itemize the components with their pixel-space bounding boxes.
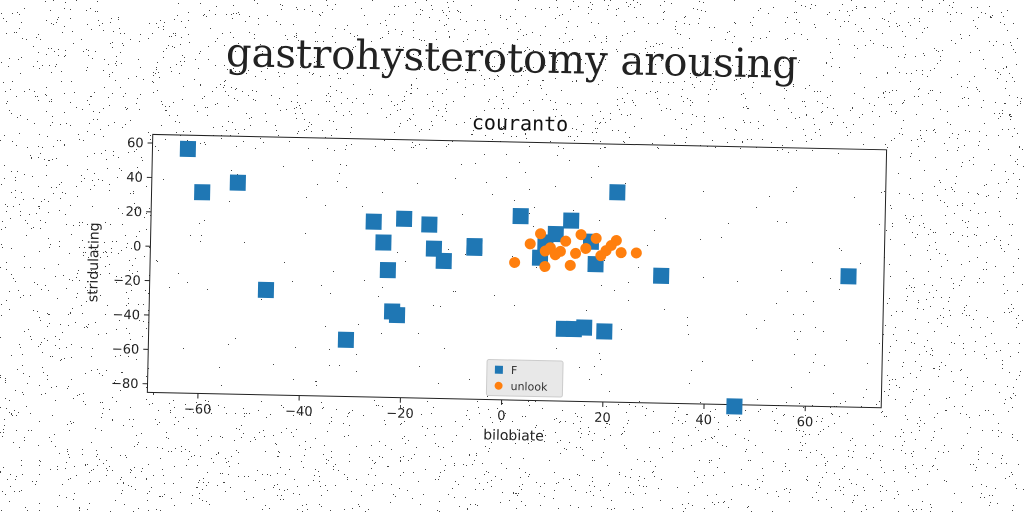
x-tick-label: 60: [797, 415, 814, 430]
y-tick-label: 40: [126, 170, 143, 185]
data-point-unlook: [554, 245, 566, 257]
data-point-f: [388, 306, 406, 324]
data-point-f: [229, 174, 246, 191]
data-point-unlook: [615, 247, 627, 259]
y-axis-label: stridulating: [85, 222, 103, 302]
legend-marker: [494, 381, 503, 390]
data-point-f: [194, 184, 211, 201]
data-point-unlook: [535, 228, 547, 240]
y-tick-label: −20: [113, 273, 141, 289]
legend-entry: F: [511, 364, 518, 377]
data-point-unlook: [564, 259, 576, 271]
data-point-f: [653, 267, 670, 285]
x-tick-label: −60: [184, 402, 212, 418]
scatter-plot: couranto bilobiate stridulating −60 −40 −2…: [85, 110, 888, 445]
data-point-f: [596, 323, 613, 340]
data-point-f: [512, 207, 529, 225]
data-point-unlook: [570, 247, 582, 259]
y-tick-label: 60: [127, 136, 144, 151]
data-point-f: [575, 319, 593, 336]
legend-marker: [494, 365, 503, 374]
x-tick-label: −40: [285, 404, 313, 420]
data-point-f: [179, 140, 197, 158]
data-point-f: [395, 210, 413, 228]
y-tick-label: −40: [112, 308, 140, 324]
data-point-f: [425, 240, 443, 257]
data-point-f: [375, 234, 392, 251]
data-point-f: [257, 281, 275, 299]
data-point-f: [466, 239, 483, 257]
legend-entry: unlook: [510, 380, 548, 394]
data-point-f: [547, 225, 564, 243]
data-point-unlook: [560, 235, 572, 247]
data-point-f: [421, 216, 438, 233]
x-tick-label: 0: [497, 409, 506, 424]
data-point-f: [840, 268, 857, 285]
data-point-unlook: [509, 256, 521, 268]
y-tick-label: −80: [111, 377, 139, 393]
x-tick-label: 40: [695, 413, 712, 428]
data-point-f: [726, 398, 743, 415]
axis-ticks: −60 −40 −20 0 20 40 60 60 40 20 0 −20 −40 −60 −80: [111, 136, 814, 430]
data-point-f: [379, 261, 397, 279]
data-point-f: [337, 331, 355, 348]
data-point-unlook: [590, 232, 602, 244]
data-point-f: [365, 213, 382, 230]
y-tick-label: 0: [133, 239, 142, 254]
x-tick-label: −20: [386, 406, 414, 422]
data-point-unlook: [580, 242, 592, 254]
data-point-unlook: [524, 238, 536, 250]
data-points: [179, 140, 857, 415]
data-point-unlook: [630, 247, 642, 259]
plot-frame: [146, 133, 888, 409]
y-tick-label: 20: [125, 205, 142, 220]
data-point-unlook: [539, 261, 551, 273]
y-tick-label: −60: [112, 342, 140, 358]
x-axis-label: bilobiate: [483, 427, 544, 444]
chart-title: couranto: [472, 110, 569, 136]
data-point-unlook: [610, 234, 622, 246]
data-point-f: [435, 252, 452, 270]
data-point-f: [563, 212, 580, 229]
data-point-unlook: [575, 229, 587, 241]
data-point-f: [609, 184, 626, 201]
x-tick-label: 20: [594, 411, 611, 426]
legend-box: [485, 359, 564, 398]
